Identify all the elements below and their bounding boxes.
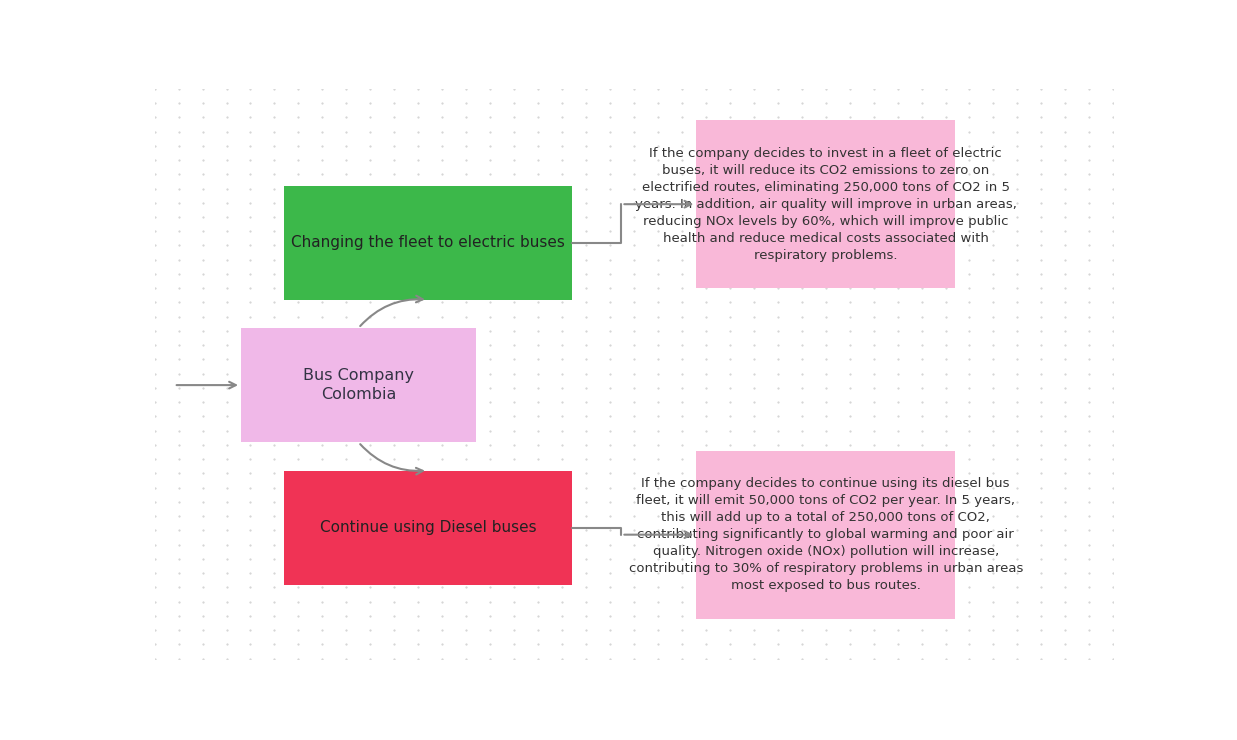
- FancyBboxPatch shape: [285, 471, 571, 585]
- FancyBboxPatch shape: [696, 120, 955, 288]
- Text: If the company decides to continue using its diesel bus
fleet, it will emit 50,0: If the company decides to continue using…: [628, 477, 1023, 592]
- Text: Changing the fleet to electric buses: Changing the fleet to electric buses: [291, 235, 565, 250]
- Text: If the company decides to invest in a fleet of electric
buses, it will reduce it: If the company decides to invest in a fl…: [635, 147, 1017, 262]
- FancyBboxPatch shape: [696, 451, 955, 619]
- FancyBboxPatch shape: [285, 186, 571, 300]
- Text: Bus Company
Colombia: Bus Company Colombia: [303, 368, 414, 403]
- Text: Continue using Diesel buses: Continue using Diesel buses: [319, 520, 536, 535]
- FancyBboxPatch shape: [241, 328, 476, 442]
